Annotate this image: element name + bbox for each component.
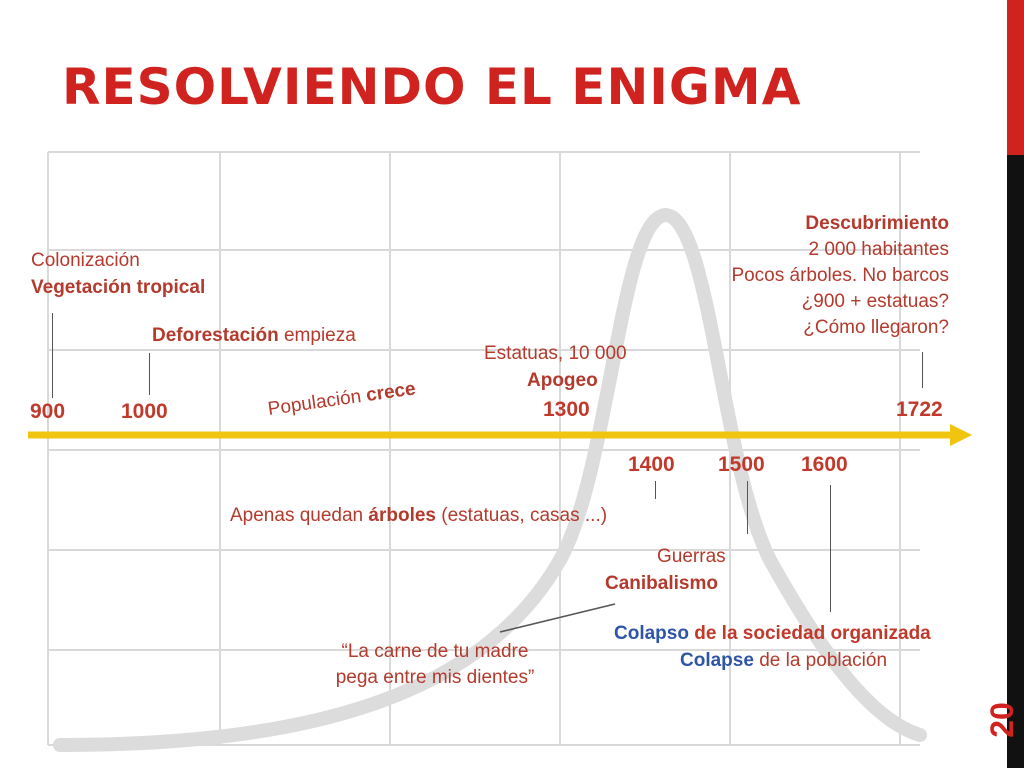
- year-1400: 1400: [628, 453, 675, 476]
- annotation-1722: Descubrimiento 2 000 habitantes Pocos ár…: [731, 211, 949, 341]
- tick-1722: [922, 352, 923, 388]
- tick-1600: [830, 485, 831, 612]
- label-colapse-a: Colapse: [680, 650, 754, 671]
- label-colonizacion: Colonización: [31, 250, 140, 271]
- label-poblacion-bold: crece: [364, 378, 417, 407]
- label-vegetacion: Vegetación tropical: [31, 277, 206, 298]
- label-apogeo: Apogeo: [527, 370, 598, 391]
- label-pregunta2: ¿Cómo llegaron?: [803, 317, 949, 338]
- label-colapse-b: de la población: [753, 650, 888, 671]
- label-habitantes: 2 000 habitantes: [808, 239, 949, 260]
- side-bar: [1007, 0, 1024, 768]
- year-1500: 1500: [718, 453, 765, 476]
- label-apenas-post: (estatuas, casas ...): [436, 505, 608, 526]
- label-apenas-bold: árboles: [368, 505, 436, 526]
- label-pocos-arboles: Pocos árboles. No barcos: [731, 265, 949, 286]
- label-deforestacion: Deforestación empieza: [152, 323, 356, 349]
- year-1722: 1722: [896, 398, 943, 421]
- quote-line1: “La carne de tu madre: [341, 641, 529, 662]
- tick-1400: [655, 481, 656, 499]
- label-colapso-a: Colapso: [614, 623, 689, 644]
- label-apenas-pre: Apenas quedan: [230, 505, 369, 526]
- year-900: 900: [30, 400, 66, 423]
- tick-1000: [149, 353, 150, 395]
- year-1300: 1300: [543, 398, 590, 421]
- label-apenas: Apenas quedan árboles (estatuas, casas .…: [230, 503, 607, 529]
- tick-1500: [747, 481, 748, 534]
- label-estatuas: Estatuas, 10 000: [484, 343, 627, 364]
- label-deforestacion-rest: empieza: [278, 325, 356, 346]
- label-guerras: Guerras: [657, 546, 726, 567]
- quote-line2: pega entre mis dientes”: [335, 667, 535, 688]
- label-colapso: Colapso de la sociedad organizada: [614, 621, 931, 647]
- slide-title: RESOLVIENDO EL ENIGMA: [62, 58, 802, 116]
- label-descubrimiento: Descubrimiento: [805, 213, 949, 234]
- label-pregunta1: ¿900 + estatuas?: [801, 291, 949, 312]
- year-1600: 1600: [801, 453, 848, 476]
- year-1000: 1000: [121, 400, 168, 423]
- tick-900: [52, 313, 53, 398]
- quote: “La carne de tu madre pega entre mis die…: [305, 639, 565, 691]
- side-bar-accent: [1007, 0, 1024, 155]
- page-number: 20: [984, 702, 1020, 738]
- label-deforestacion-bold: Deforestación: [152, 325, 279, 346]
- label-colapse: Colapse de la población: [680, 648, 887, 674]
- label-colapso-b: de la sociedad organizada: [688, 623, 931, 644]
- label-canibalismo: Canibalismo: [605, 573, 718, 594]
